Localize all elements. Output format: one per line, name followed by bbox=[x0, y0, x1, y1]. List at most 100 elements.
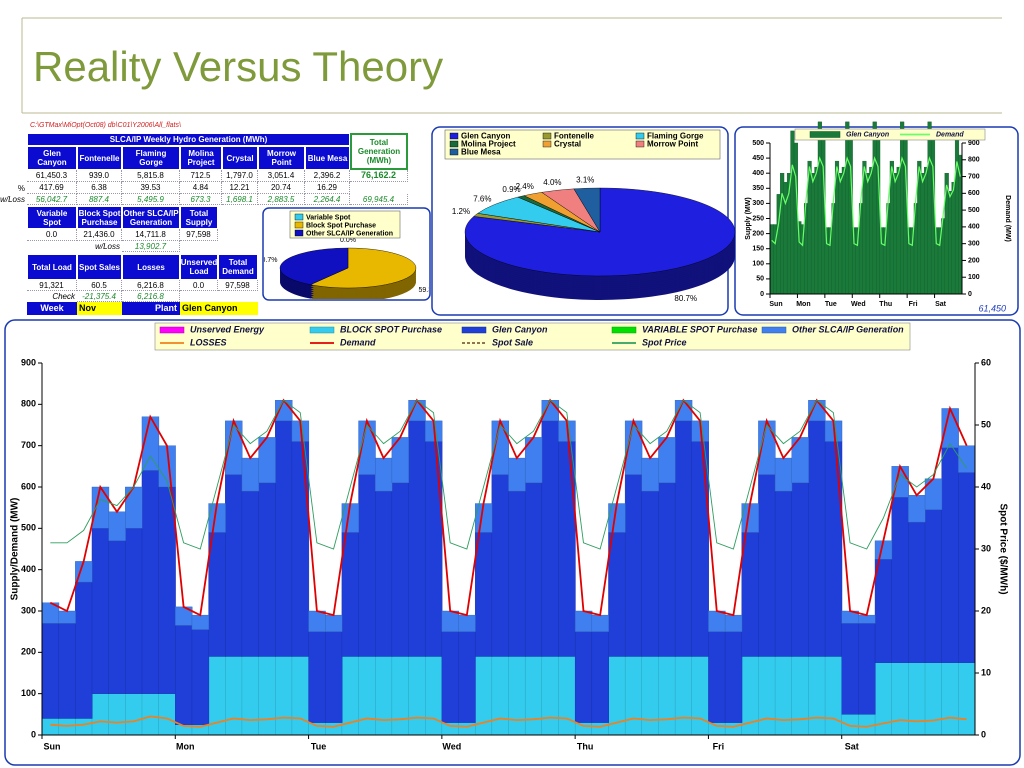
y2-tick-label: 0 bbox=[981, 729, 986, 739]
stacked-column bbox=[893, 172, 898, 295]
stacked-column bbox=[876, 136, 881, 295]
x-tick-label: Sun bbox=[44, 741, 61, 751]
legend-label: Morrow Point bbox=[647, 140, 698, 149]
table-cell: Nov bbox=[77, 302, 122, 315]
y-tick-label: 150 bbox=[752, 246, 764, 253]
stacked-column bbox=[800, 224, 805, 295]
legend-label: BLOCK SPOT Purchase bbox=[340, 324, 442, 334]
table-cell: w/Loss bbox=[0, 195, 25, 204]
stacked-column bbox=[891, 497, 909, 663]
y-tick-label: 250 bbox=[752, 215, 764, 222]
legend-label: Demand bbox=[936, 131, 964, 138]
stacked-column bbox=[58, 623, 76, 719]
pie-label: 4.0% bbox=[543, 178, 561, 187]
stacked-column bbox=[674, 420, 693, 657]
y2-tick-label: 900 bbox=[968, 140, 980, 147]
stacked-column bbox=[191, 629, 210, 725]
stacked-column bbox=[824, 441, 843, 657]
stacked-column bbox=[275, 420, 293, 657]
table-cell: 5,495.9 bbox=[122, 194, 180, 205]
legend-swatch bbox=[309, 326, 335, 334]
legend-swatch bbox=[635, 132, 645, 140]
legend-swatch bbox=[159, 326, 185, 334]
stacked-column bbox=[674, 656, 693, 736]
y2-tick-label: 600 bbox=[968, 190, 980, 197]
table-cell: 97,598 bbox=[180, 229, 218, 241]
stacked-column bbox=[641, 656, 659, 736]
y-tick-label: 300 bbox=[752, 200, 764, 207]
stacked-column bbox=[358, 474, 376, 657]
stacked-column bbox=[408, 420, 426, 657]
legend-swatch bbox=[449, 148, 459, 156]
y-tick-label: 700 bbox=[21, 440, 36, 450]
table-cell: Unserved Load bbox=[180, 254, 218, 280]
stacked-column bbox=[225, 656, 243, 736]
table-cell: 97,598 bbox=[218, 280, 258, 291]
stacked-column bbox=[358, 656, 376, 736]
stacked-column bbox=[391, 656, 410, 736]
y2-tick-label: 50 bbox=[981, 419, 991, 429]
stacked-column bbox=[848, 136, 853, 295]
stacked-column bbox=[558, 656, 576, 736]
table-cell: Check bbox=[52, 292, 75, 301]
y2-tick-label: 10 bbox=[981, 667, 991, 677]
stacked-column bbox=[241, 457, 260, 492]
stacked-column bbox=[325, 631, 343, 723]
y-tick-label: 400 bbox=[752, 170, 764, 177]
table-cell: Flaming Gorge bbox=[122, 146, 180, 170]
stacked-column bbox=[845, 121, 850, 295]
y2-tick-label: 300 bbox=[968, 241, 980, 248]
y-axis-title: Supply (MW) bbox=[745, 197, 752, 239]
stacked-column bbox=[808, 656, 826, 736]
stacked-column bbox=[608, 532, 626, 657]
table-cell: 712.5 bbox=[180, 170, 222, 182]
stacked-column bbox=[841, 714, 859, 736]
stacked-column bbox=[769, 224, 774, 295]
stacked-column bbox=[208, 532, 226, 657]
table-cell: Losses bbox=[122, 254, 180, 280]
stacked-column bbox=[708, 610, 726, 632]
summary-tables: SLCA/IP Weekly Hydro Generation (MWh) Tot… bbox=[0, 0, 420, 320]
y2-axis-title: Spot Price ($/MWh) bbox=[997, 503, 1008, 594]
stacked-column bbox=[141, 470, 160, 694]
stacked-column bbox=[774, 457, 793, 492]
stacked-column bbox=[75, 718, 93, 736]
stacked-column bbox=[458, 631, 476, 723]
series-line bbox=[49, 398, 968, 617]
table-cell: 6,216.8 bbox=[122, 291, 180, 302]
stacked-column bbox=[858, 614, 876, 624]
stacked-column bbox=[308, 722, 326, 736]
table-cell: 6,216.8 bbox=[122, 280, 180, 291]
table-cell: 76,162.2 bbox=[350, 170, 408, 182]
y-tick-label: 800 bbox=[21, 399, 36, 409]
x-tick-label: Tue bbox=[311, 741, 326, 751]
table-cell: 39.53 bbox=[122, 182, 180, 194]
legend-swatch bbox=[461, 326, 487, 334]
legend-label: Glen Canyon bbox=[461, 132, 510, 141]
stacked-column bbox=[108, 693, 126, 736]
y-tick-label: 500 bbox=[21, 523, 36, 533]
stacked-column bbox=[75, 581, 93, 719]
pie-slice bbox=[309, 247, 417, 289]
y-tick-label: 300 bbox=[21, 605, 36, 615]
legend-label: Unserved Energy bbox=[190, 324, 265, 334]
stacked-column bbox=[108, 540, 126, 694]
legend-label: LOSSES bbox=[190, 337, 227, 347]
stacked-column bbox=[325, 614, 343, 632]
table-cell: 56,042.7 bbox=[27, 194, 77, 205]
stacked-column bbox=[424, 441, 443, 657]
pie-label: 1.2% bbox=[452, 207, 470, 216]
table-cell: 13,902.7 bbox=[122, 241, 180, 252]
stacked-column bbox=[810, 172, 816, 295]
table-cell: Plant bbox=[122, 302, 180, 315]
stacked-column bbox=[624, 656, 643, 736]
pie-slice bbox=[279, 247, 349, 285]
stacked-column bbox=[814, 166, 819, 295]
stacked-column bbox=[574, 722, 593, 736]
stacked-column bbox=[41, 718, 60, 736]
stacked-column bbox=[858, 623, 876, 715]
stacked-column bbox=[275, 656, 293, 736]
table-cell: Total Load bbox=[27, 254, 77, 280]
stacked-column bbox=[158, 693, 176, 736]
